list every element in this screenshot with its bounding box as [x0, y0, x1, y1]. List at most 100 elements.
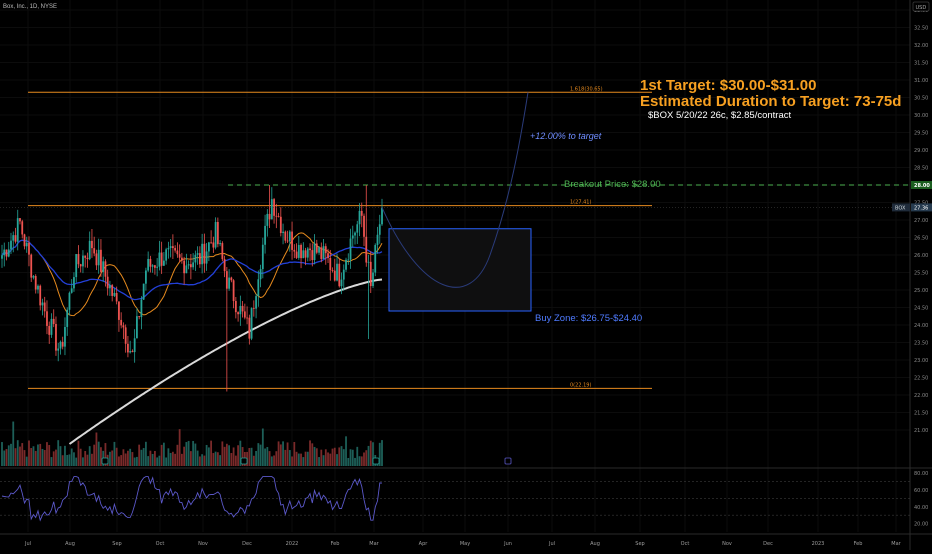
- candle-body: [237, 312, 239, 315]
- candle-body: [309, 248, 311, 251]
- price-tick-label: 24.50: [914, 306, 928, 312]
- volume-bars: [1, 421, 383, 466]
- candle-body: [174, 248, 177, 251]
- volume-bar: [349, 449, 352, 466]
- candle-body: [338, 263, 341, 287]
- volume-bar: [345, 436, 347, 466]
- volume-bar: [86, 454, 89, 466]
- candle-body: [374, 245, 377, 273]
- candle-body: [23, 234, 26, 247]
- volume-bar: [178, 429, 181, 466]
- volume-bar: [136, 456, 138, 466]
- candle-body: [136, 316, 138, 339]
- candle-body: [273, 199, 275, 216]
- candle-body: [322, 246, 325, 259]
- target-line-1: 1st Target: $30.00-$31.00: [640, 77, 817, 94]
- target-line-2: Estimated Duration to Target: 73-75d: [640, 93, 902, 110]
- fib-levels: 1.618(30.65) 1(27.41) 0(22.19): [28, 86, 908, 389]
- candle-body: [120, 319, 123, 326]
- candle-body: [372, 272, 374, 287]
- time-tick-label: Oct: [156, 541, 165, 547]
- candle-body: [302, 250, 305, 259]
- breakout-label: Breakout Price: $28.00: [564, 179, 661, 190]
- volume-bar: [25, 456, 28, 466]
- volume-bar: [7, 445, 10, 466]
- candle-body: [360, 210, 363, 216]
- candle-body: [178, 254, 181, 258]
- volume-bar: [23, 450, 26, 466]
- candle-body: [52, 318, 55, 324]
- volume-bar: [207, 447, 210, 466]
- candle-body: [367, 261, 370, 263]
- candle-body: [365, 236, 368, 263]
- fib-label: 1.618(30.65): [570, 86, 603, 92]
- volume-bar: [214, 451, 217, 466]
- candle-body: [48, 325, 51, 335]
- volume-bar: [39, 443, 42, 466]
- candle-body: [252, 308, 255, 309]
- volume-bar: [291, 456, 293, 466]
- volume-bar: [196, 450, 199, 466]
- volume-bar: [3, 450, 6, 466]
- candle-body: [270, 199, 273, 220]
- volume-bar: [59, 446, 62, 466]
- rsi-tick-label: 60.00: [914, 488, 928, 494]
- volume-bar: [257, 443, 260, 466]
- volume-bar: [165, 457, 168, 466]
- volume-bar: [293, 442, 296, 466]
- last-price-tag-text: 27.36: [914, 205, 928, 211]
- volume-bar: [201, 454, 204, 466]
- candle-body: [282, 231, 284, 234]
- price-tick-label: 29.50: [914, 131, 928, 137]
- volume-bar: [311, 443, 314, 466]
- price-tick-label: 30.50: [914, 96, 928, 102]
- volume-bar: [266, 447, 269, 466]
- candle-body: [138, 316, 141, 318]
- volume-bar: [187, 440, 190, 466]
- volume-bar: [68, 454, 71, 466]
- price-tick-label: 32.50: [914, 26, 928, 32]
- candle-body: [115, 292, 118, 302]
- candle-body: [327, 253, 329, 259]
- candle-body: [100, 249, 102, 272]
- candle-body: [68, 292, 71, 310]
- candle-body: [291, 231, 293, 250]
- candle-body: [82, 255, 84, 267]
- candle-body: [232, 280, 235, 302]
- volume-bar: [372, 442, 374, 466]
- currency-box: [912, 1, 930, 12]
- rsi-line: [1, 476, 383, 522]
- candle-body: [286, 240, 289, 242]
- candle-body: [189, 264, 192, 268]
- volume-bar: [351, 449, 354, 466]
- volume-bar: [342, 449, 345, 466]
- price-tick-label: 25.00: [914, 288, 928, 294]
- candle-body: [324, 246, 327, 254]
- candle-body: [142, 283, 145, 300]
- candlesticks: [1, 185, 383, 392]
- volume-bar: [192, 440, 195, 466]
- candle-body: [363, 215, 365, 237]
- candle-body: [194, 254, 197, 263]
- volume-bar: [147, 456, 150, 466]
- volume-bar: [248, 447, 251, 466]
- rsi-tick-label: 20.00: [914, 522, 928, 528]
- time-tick-label: Jul: [548, 541, 555, 547]
- volume-bar: [57, 440, 60, 466]
- price-tick-label: 24.00: [914, 323, 928, 329]
- candle-body: [246, 317, 248, 319]
- time-tick-label: Dec: [242, 541, 252, 547]
- volume-bar: [228, 445, 231, 466]
- buy-zone-label: Buy Zone: $26.75-$24.40: [535, 313, 643, 324]
- volume-bar: [252, 455, 255, 466]
- volume-bar: [264, 448, 266, 466]
- volume-bar: [88, 446, 91, 466]
- event-marker-icon: [240, 457, 248, 465]
- event-marker-icon: [372, 457, 380, 465]
- candle-body: [347, 259, 350, 261]
- candle-body: [259, 269, 262, 280]
- candle-body: [264, 225, 266, 245]
- candle-body: [192, 262, 195, 268]
- candle-body: [185, 265, 188, 274]
